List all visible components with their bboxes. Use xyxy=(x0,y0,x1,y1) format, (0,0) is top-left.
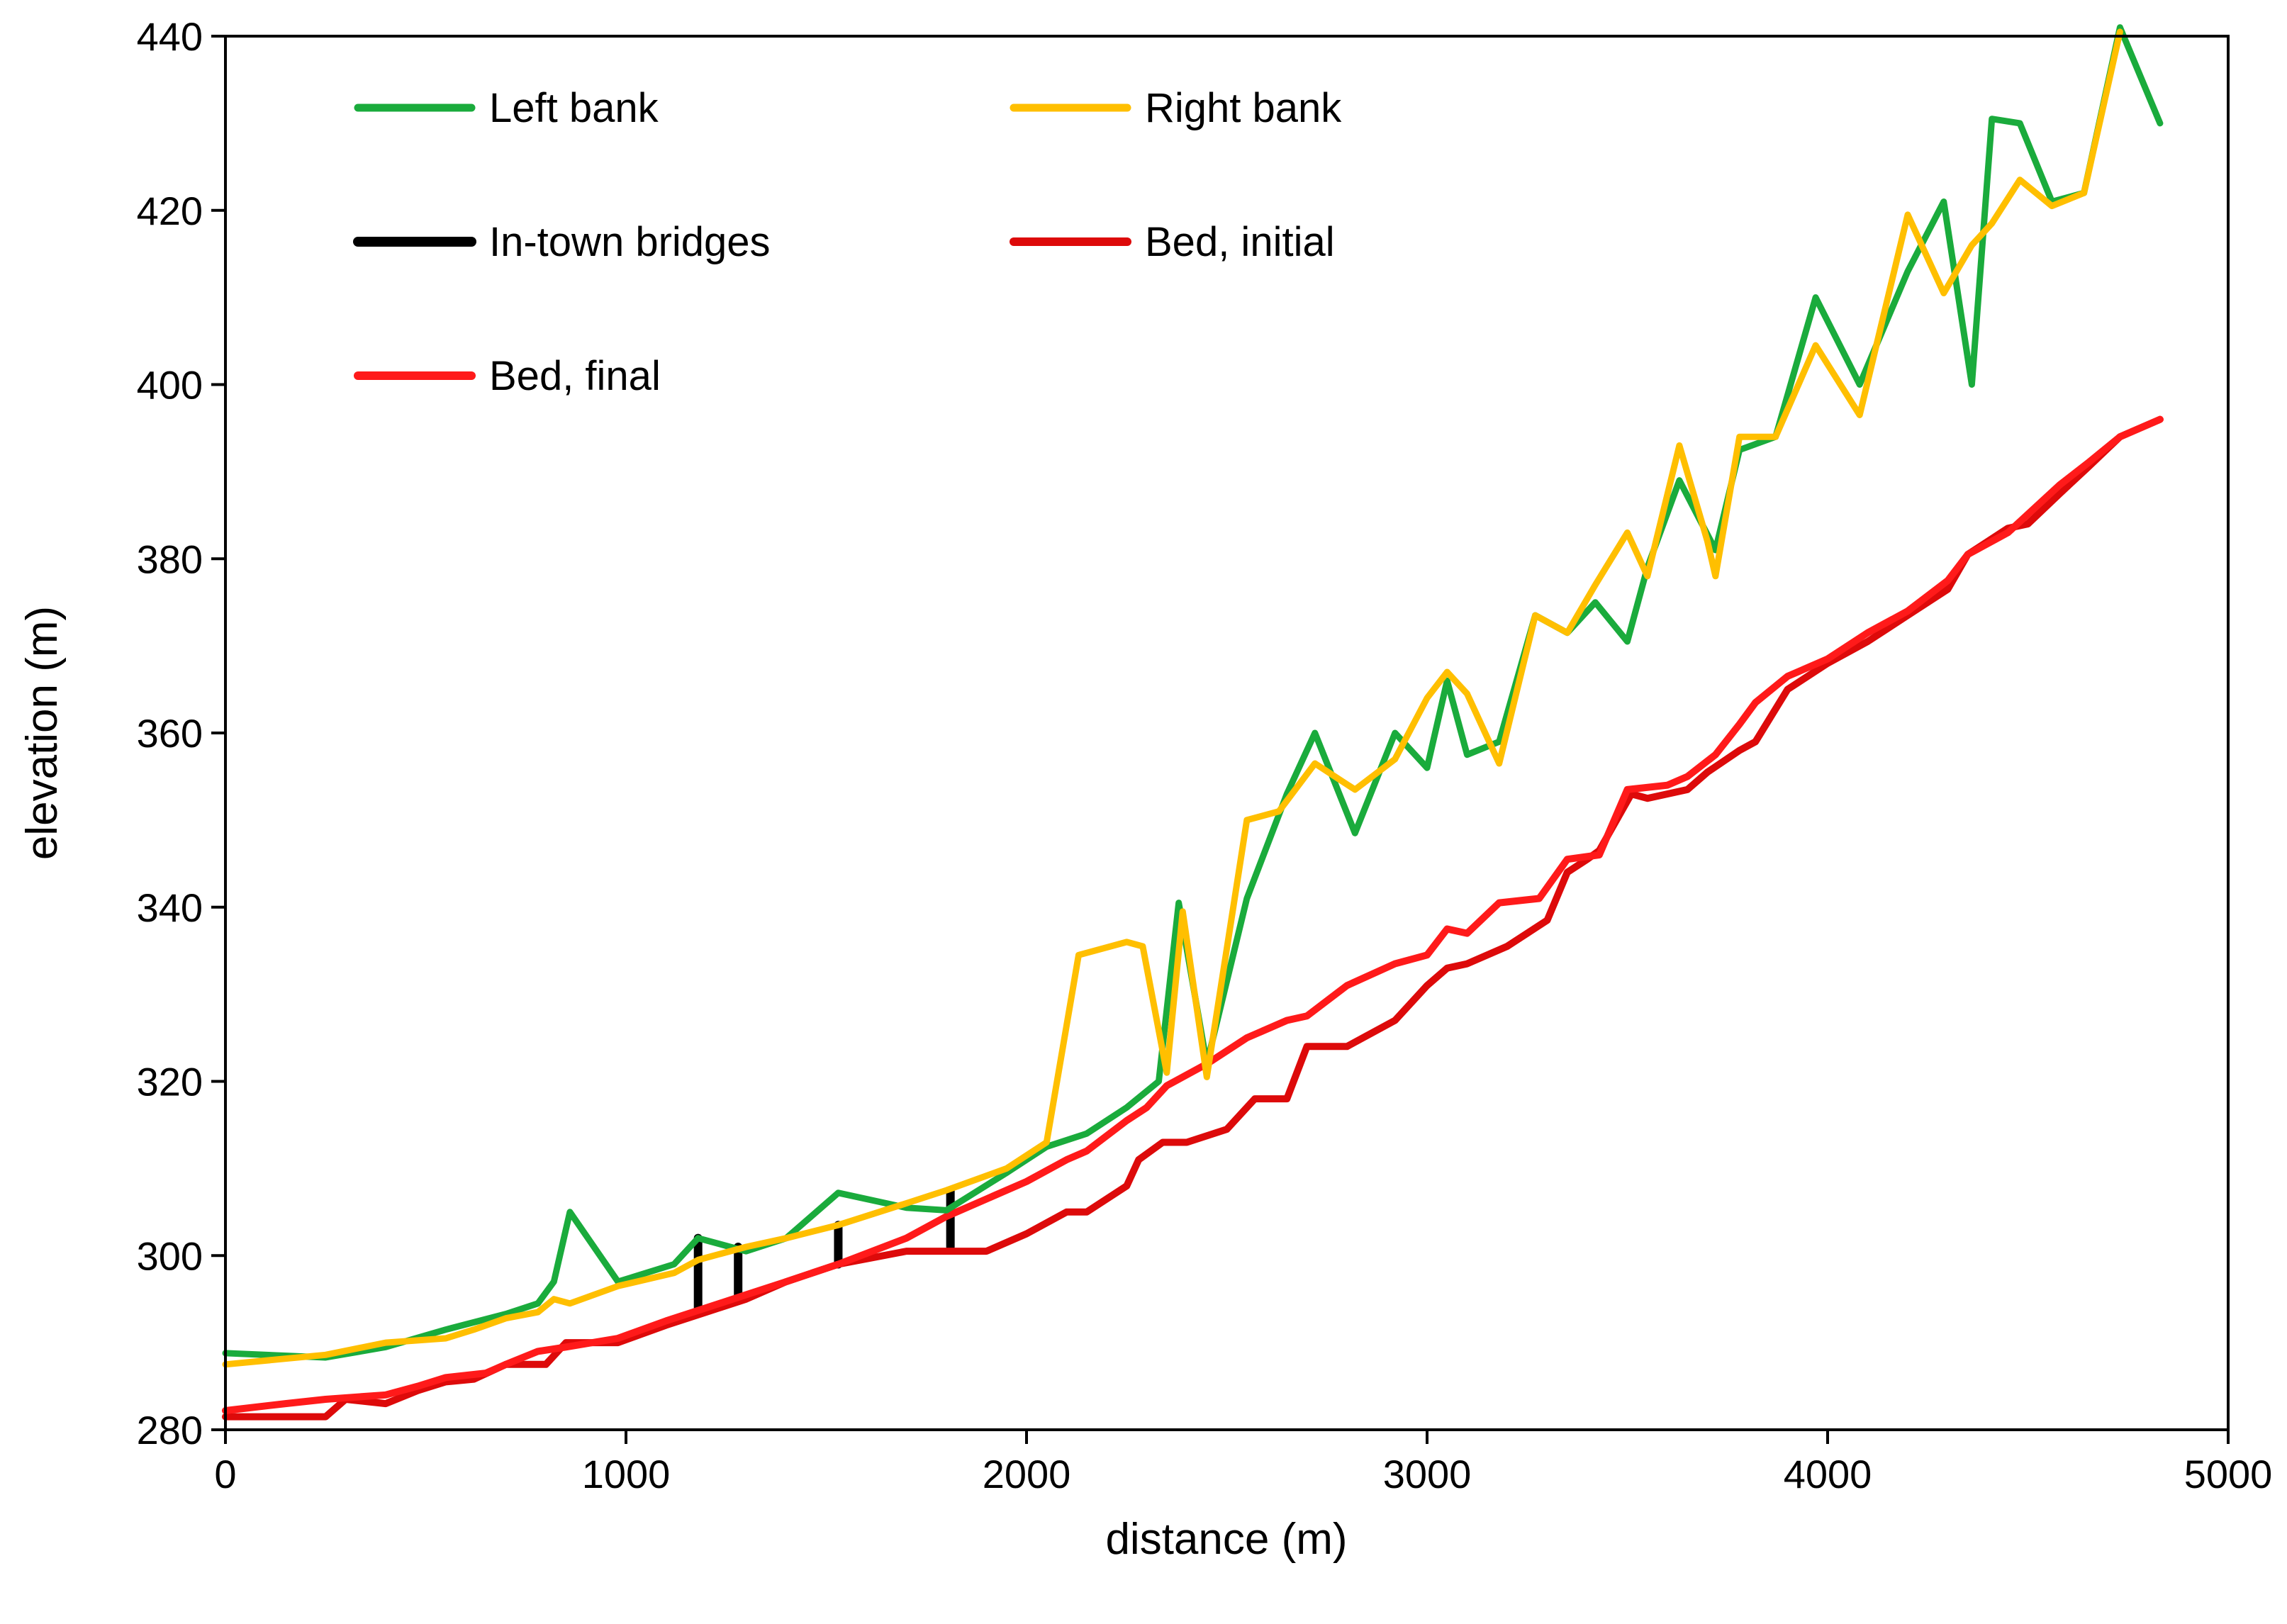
legend-item-bed-initial: Bed, initial xyxy=(1010,219,1335,265)
x-tick-label: 5000 xyxy=(2184,1452,2273,1496)
legend-item-left-bank: Left bank xyxy=(354,85,659,131)
series-bed-final xyxy=(222,415,2164,1414)
y-tick-label: 420 xyxy=(137,189,203,233)
series-right-bank xyxy=(222,28,2123,1368)
x-tick-label: 2000 xyxy=(983,1452,1071,1496)
legend-label: Bed, initial xyxy=(1145,219,1335,265)
bed-final-line xyxy=(222,415,2164,1414)
legend-label: Bed, final xyxy=(489,353,661,399)
x-axis-title: distance (m) xyxy=(1105,1515,1347,1564)
series-in-town-bridges xyxy=(693,1186,955,1312)
legend-item-in-town-bridges: In-town bridges xyxy=(353,219,771,265)
legend-item-bed-final: Bed, final xyxy=(354,353,661,399)
y-tick-label: 380 xyxy=(137,537,203,581)
axis-layer: 0 1000 2000 3000 4000 5000 280 300 320 340 360 380 4… xyxy=(137,14,2273,1496)
legend: Left bank Right bank In-town bridges Bed, i… xyxy=(353,85,1342,399)
y-tick-label: 320 xyxy=(137,1060,203,1104)
legend-label: In-town bridges xyxy=(489,219,771,265)
y-tick-label: 280 xyxy=(137,1408,203,1452)
legend-item-right-bank: Right bank xyxy=(1010,85,1342,131)
legend-label: Left bank xyxy=(489,85,659,131)
x-tick-label: 1000 xyxy=(582,1452,671,1496)
x-tick-label: 4000 xyxy=(1784,1452,1872,1496)
y-tick-label: 400 xyxy=(137,363,203,408)
y-axis-title: elevation (m) xyxy=(18,606,67,860)
y-tick-label: 340 xyxy=(137,885,203,930)
legend-label: Right bank xyxy=(1145,85,1342,131)
y-tick-label: 360 xyxy=(137,711,203,756)
y-tick-label: 300 xyxy=(137,1233,203,1278)
x-tick-label: 0 xyxy=(214,1452,236,1496)
x-tick-label: 3000 xyxy=(1383,1452,1472,1496)
y-tick-label: 440 xyxy=(137,14,203,59)
series-layer xyxy=(222,24,2164,1421)
right-bank-line xyxy=(222,28,2123,1368)
